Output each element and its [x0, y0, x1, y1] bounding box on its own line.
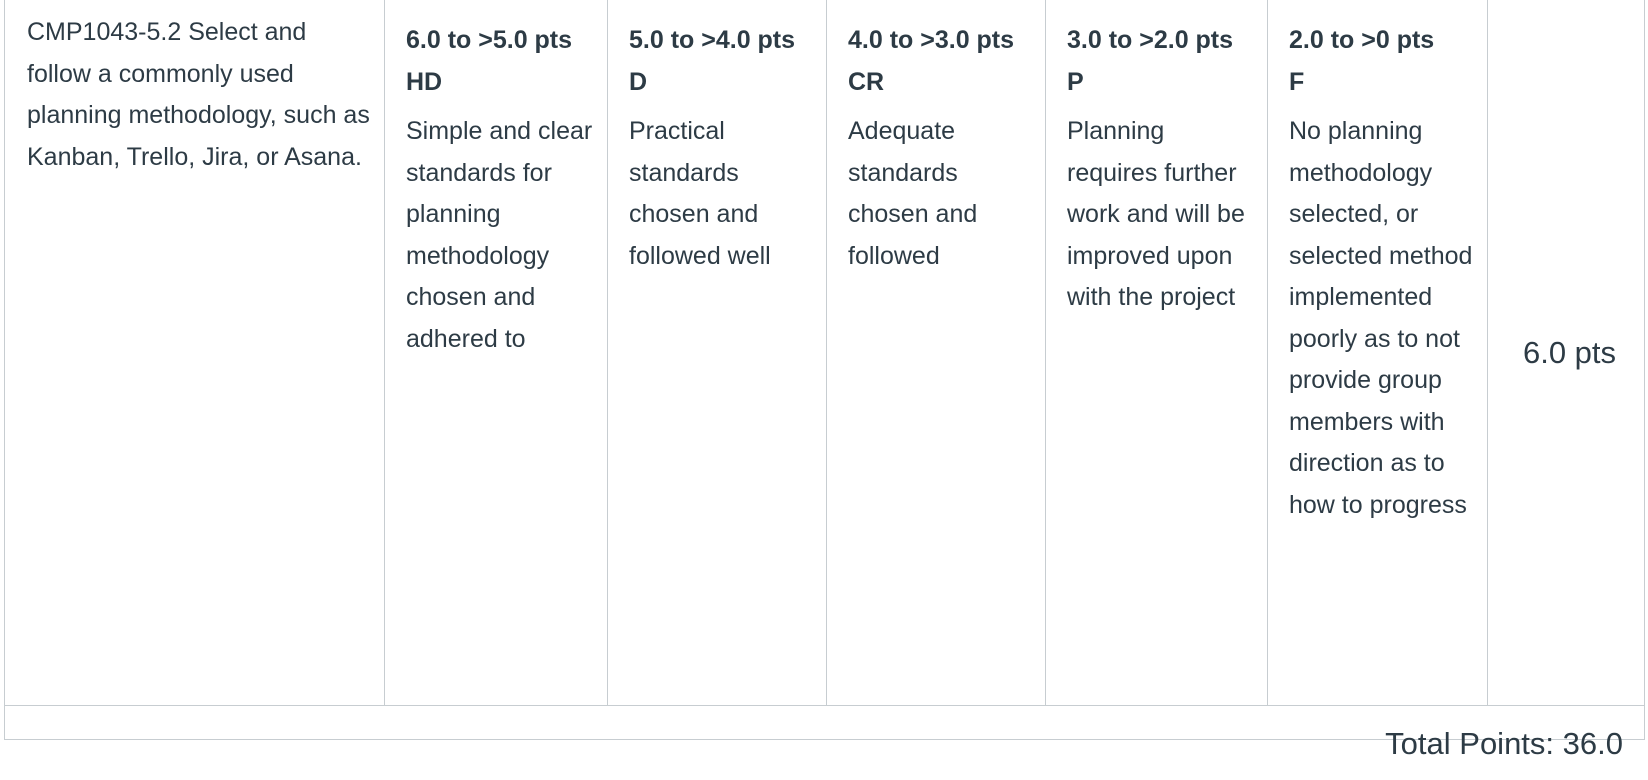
rating-grade: CR [848, 67, 885, 96]
rating-description: Adequate standards chosen and followed [848, 117, 978, 270]
rating-grade: HD [406, 67, 443, 96]
rating-cell-p: 3.0 to >2.0 pts P Planning requires furt… [1046, 0, 1268, 705]
rating-cell-cr: 4.0 to >3.0 pts CR Adequate standards ch… [827, 0, 1046, 705]
criterion-description: CMP1043-5.2 Select and follow a commonly… [27, 18, 370, 171]
rating-description: Practical standards chosen and followed … [629, 117, 771, 270]
rating-description: Planning requires further work and will … [1067, 117, 1245, 311]
criterion-points-cell: 6.0 pts [1488, 0, 1643, 705]
rating-grade: D [629, 67, 648, 96]
rating-grade: F [1289, 67, 1305, 96]
rating-grade: P [1067, 67, 1084, 96]
criterion-description-cell: CMP1043-5.2 Select and follow a commonly… [5, 0, 385, 705]
rating-cell-hd: 6.0 to >5.0 pts HD Simple and clear stan… [385, 0, 608, 705]
rating-points: 5.0 to >4.0 pts [629, 26, 796, 54]
rating-cell-d: 5.0 to >4.0 pts D Practical standards ch… [608, 0, 827, 705]
rating-points: 6.0 to >5.0 pts [406, 26, 573, 54]
total-row: Total Points: 36.0 [5, 706, 1644, 761]
rating-cell-f: 2.0 to >0 pts F No planning methodology … [1268, 0, 1488, 705]
rating-points: 4.0 to >3.0 pts [848, 26, 1015, 54]
rating-points: 3.0 to >2.0 pts [1067, 26, 1234, 54]
criterion-points: 6.0 pts [1522, 334, 1617, 370]
rating-points: 2.0 to >0 pts [1289, 26, 1435, 54]
rating-description: No planning methodology selected, or sel… [1289, 117, 1473, 519]
rating-description: Simple and clear standards for planning … [406, 117, 593, 353]
criterion-row: CMP1043-5.2 Select and follow a commonly… [5, 0, 1644, 706]
rubric-table: CMP1043-5.2 Select and follow a commonly… [4, 0, 1645, 761]
total-points: Total Points: 36.0 [1385, 726, 1623, 761]
